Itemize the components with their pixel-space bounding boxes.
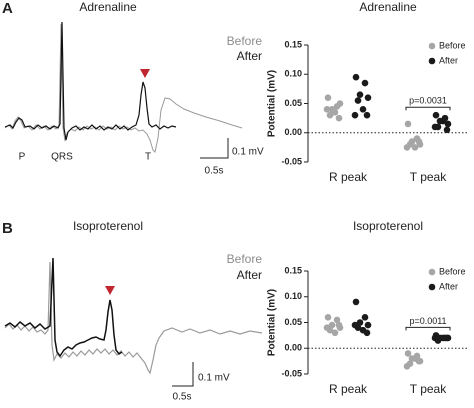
chart-title: Adrenaline <box>359 0 417 14</box>
significance-bracket <box>405 106 451 111</box>
data-point <box>364 94 372 101</box>
legend-label: After <box>439 55 458 65</box>
trace-title: Adrenaline <box>79 0 137 14</box>
data-point <box>411 144 419 151</box>
wave-label: T <box>145 152 151 163</box>
x-tick-label: R peak <box>329 382 368 396</box>
after-label: After <box>237 49 262 63</box>
scale-bar <box>200 138 229 159</box>
legend-label: After <box>439 281 458 291</box>
data-point <box>403 144 411 151</box>
before-label: Before <box>227 34 263 48</box>
legend-label: Before <box>439 40 466 50</box>
ecg-before <box>4 23 243 154</box>
data-point <box>323 106 331 113</box>
scale-x: 0.5s <box>173 392 192 403</box>
data-point <box>351 321 359 329</box>
data-point <box>361 314 369 321</box>
p-value: p=0.0031 <box>409 96 447 106</box>
significance-bracket <box>405 326 451 331</box>
data-point <box>356 91 364 99</box>
data-point <box>363 329 371 337</box>
data-point <box>415 357 423 365</box>
y-tick-label: -0.05 <box>281 156 302 166</box>
scale-y: 0.1 mV <box>232 147 264 158</box>
before-label: Before <box>227 252 263 266</box>
wave-label: P <box>19 152 26 163</box>
scale-bar <box>172 362 194 387</box>
p-value: p=0.0011 <box>409 316 446 326</box>
trace-title: Isoproterenol <box>73 219 143 233</box>
data-point <box>335 114 343 122</box>
after-label: After <box>237 268 262 282</box>
data-point <box>324 314 332 321</box>
legend-marker <box>428 42 436 50</box>
x-tick-label: R peak <box>329 170 368 184</box>
panel-label: B <box>2 220 13 237</box>
legend-marker <box>428 57 436 65</box>
data-point <box>404 350 412 357</box>
data-point <box>403 362 411 370</box>
data-point <box>359 106 367 113</box>
data-point <box>352 298 360 306</box>
data-point <box>354 97 362 104</box>
data-point <box>415 138 423 145</box>
data-point <box>444 120 452 128</box>
y-tick-label: 0.15 <box>284 265 302 275</box>
y-tick-label: 0.10 <box>284 69 302 79</box>
data-point <box>351 111 359 119</box>
data-point <box>324 94 332 101</box>
data-point <box>331 108 339 116</box>
y-tick-label: -0.05 <box>281 368 302 378</box>
data-point <box>323 324 331 331</box>
legend-marker <box>428 283 436 291</box>
chart-title: Isoproterenol <box>353 219 423 233</box>
y-tick-label: 0.10 <box>284 291 302 301</box>
y-tick-label: 0.05 <box>284 317 302 327</box>
ecg-before <box>4 261 263 375</box>
scale-x: 0.5s <box>205 166 224 177</box>
y-tick-label: 0.05 <box>284 98 302 108</box>
data-point <box>331 329 339 337</box>
legend-marker <box>428 268 436 276</box>
data-point <box>336 100 344 107</box>
ecg-after <box>4 21 177 141</box>
y-axis-label: Potential (mV) <box>267 70 278 137</box>
data-point <box>356 319 364 326</box>
data-point <box>361 79 369 87</box>
data-point <box>352 73 360 81</box>
data-point <box>439 117 447 125</box>
y-tick-label: 0.00 <box>284 127 302 137</box>
t-wave-marker <box>140 69 150 78</box>
y-tick-label: 0.15 <box>284 39 302 49</box>
data-point <box>432 111 440 119</box>
data-point <box>326 111 334 119</box>
data-point <box>404 120 412 128</box>
data-point <box>443 334 451 342</box>
data-point <box>431 334 439 342</box>
data-point <box>335 321 343 329</box>
data-point <box>363 111 371 119</box>
x-tick-label: T peak <box>410 170 447 184</box>
wave-label: QRS <box>51 152 73 163</box>
ecg-after <box>4 257 123 358</box>
x-tick-label: T peak <box>410 382 447 396</box>
data-point <box>364 321 372 329</box>
t-wave-marker <box>105 286 115 295</box>
legend-label: Before <box>439 266 466 276</box>
data-point <box>333 316 341 324</box>
y-tick-label: 0.00 <box>284 343 302 353</box>
panel-label: A <box>2 0 13 17</box>
data-point <box>443 126 451 134</box>
data-point <box>431 123 439 131</box>
y-axis-label: Potential (mV) <box>267 289 278 356</box>
data-point <box>328 321 336 329</box>
scale-y: 0.1 mV <box>198 373 230 384</box>
